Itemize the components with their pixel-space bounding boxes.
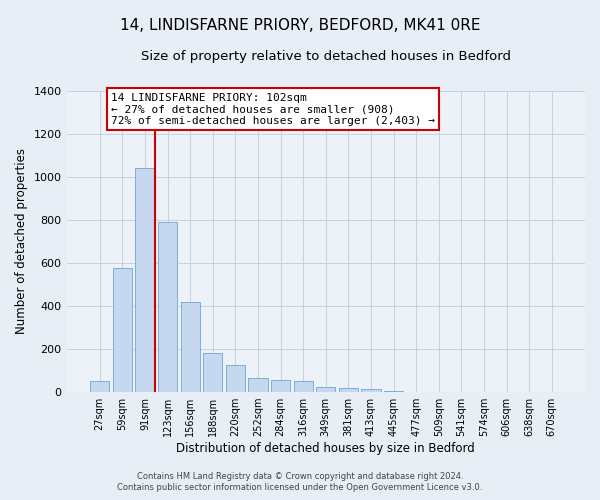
Bar (181, 302, 200, 392)
Bar (248, 378, 268, 392)
Bar (384, 391, 403, 392)
Text: 14, LINDISFARNE PRIORY, BEDFORD, MK41 0RE: 14, LINDISFARNE PRIORY, BEDFORD, MK41 0R… (120, 18, 480, 32)
Title: Size of property relative to detached houses in Bedford: Size of property relative to detached ho… (141, 50, 511, 63)
X-axis label: Distribution of detached houses by size in Bedford: Distribution of detached houses by size … (176, 442, 475, 455)
Text: Contains HM Land Registry data © Crown copyright and database right 2024.
Contai: Contains HM Land Registry data © Crown c… (118, 472, 482, 492)
Bar (113, 268, 132, 392)
Bar (339, 388, 358, 392)
Y-axis label: Number of detached properties: Number of detached properties (15, 148, 28, 334)
Bar (271, 380, 290, 392)
Bar (90, 382, 109, 392)
Bar (158, 222, 177, 392)
Text: 14 LINDISFARNE PRIORY: 102sqm
← 27% of detached houses are smaller (908)
72% of : 14 LINDISFARNE PRIORY: 102sqm ← 27% of d… (111, 92, 435, 126)
Bar (226, 365, 245, 392)
Bar (361, 389, 380, 392)
Bar (293, 382, 313, 392)
Bar (136, 168, 155, 392)
Bar (316, 386, 335, 392)
Bar (203, 354, 223, 392)
